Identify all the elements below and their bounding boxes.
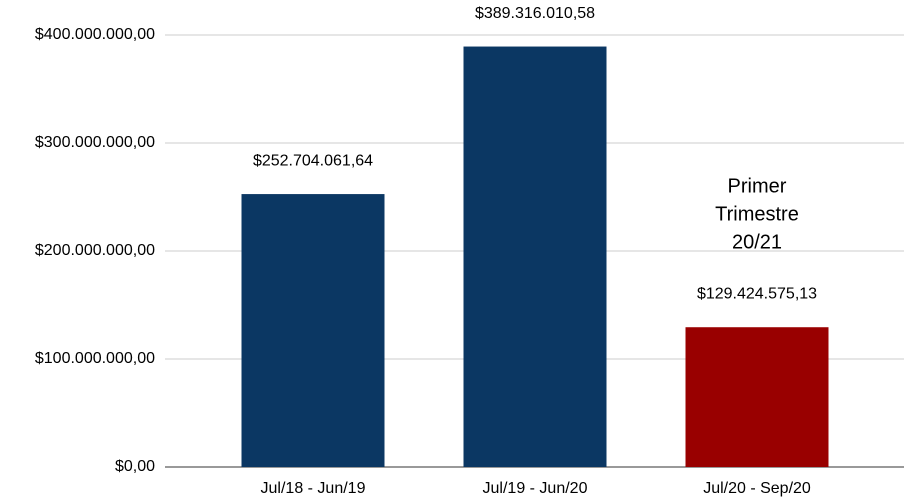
value-label: $389.316.010,58 [475, 5, 595, 22]
y-tick-label: $200.000.000,00 [35, 242, 155, 259]
x-tick-label: Jul/18 - Jun/19 [261, 480, 366, 497]
bar [241, 194, 385, 467]
bar [463, 46, 607, 468]
y-tick-label: $400.000.000,00 [35, 26, 155, 43]
y-tick-label: $100.000.000,00 [35, 350, 155, 367]
y-tick-label: $0,00 [115, 458, 155, 475]
annotation: Primer [728, 175, 787, 197]
value-label: $129.424.575,13 [697, 285, 817, 302]
x-tick-label: Jul/19 - Jun/20 [483, 480, 588, 497]
y-tick-label: $300.000.000,00 [35, 134, 155, 151]
bar [685, 327, 829, 467]
annotation: 20/21 [732, 231, 782, 253]
value-label: $252.704.061,64 [253, 152, 373, 169]
annotation: Trimestre [715, 203, 799, 225]
x-tick-label: Jul/20 - Sep/20 [703, 480, 811, 497]
